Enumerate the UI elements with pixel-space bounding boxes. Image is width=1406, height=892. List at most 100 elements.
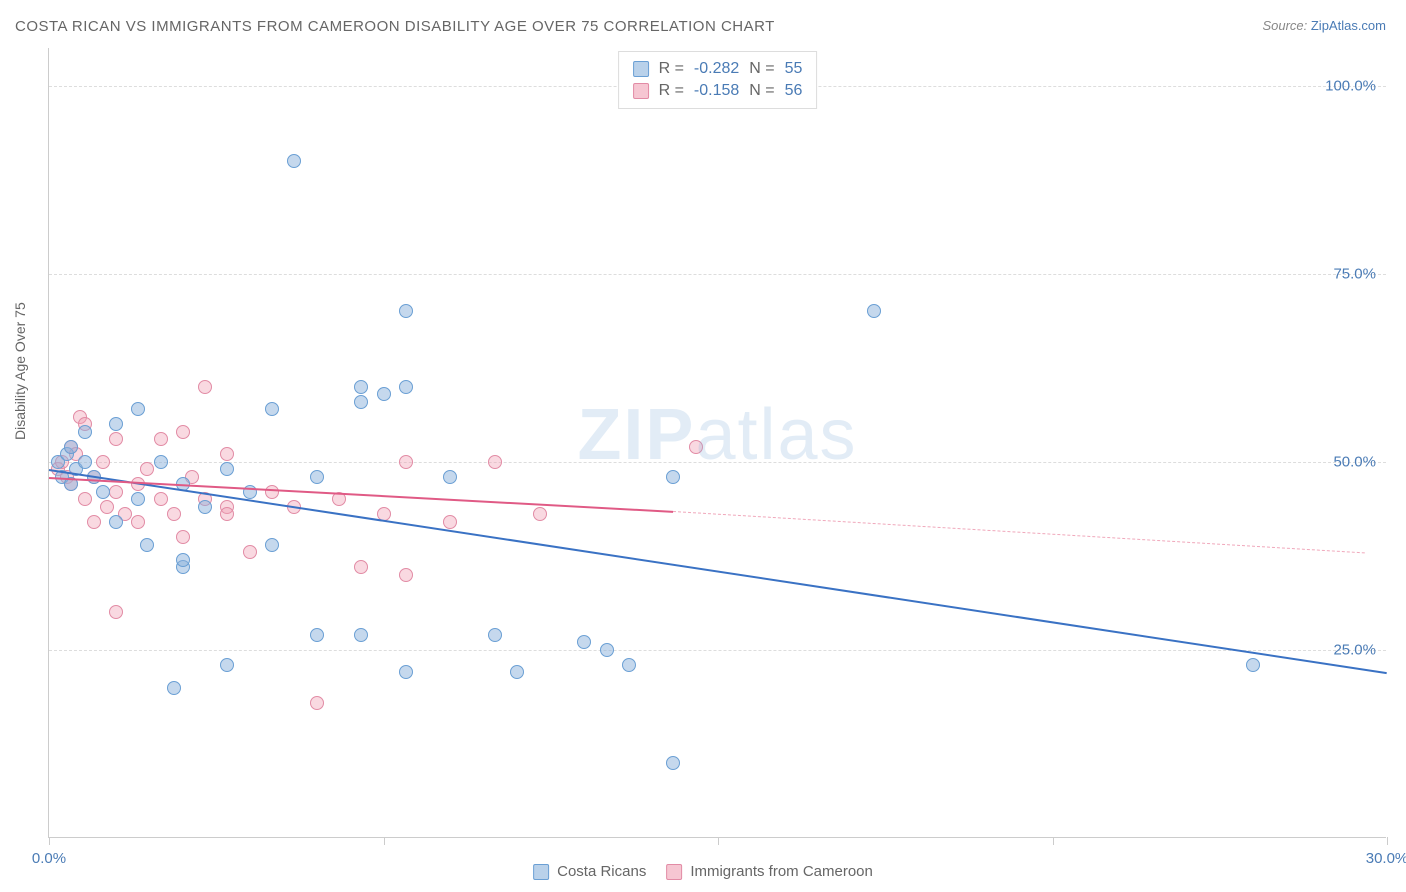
data-point [310,628,324,642]
data-point [689,440,703,454]
data-point [131,515,145,529]
data-point [140,538,154,552]
data-point [109,432,123,446]
data-point [577,635,591,649]
data-point [399,380,413,394]
y-axis-label: Disability Age Over 75 [12,302,28,440]
data-point [443,470,457,484]
stat-n-label: N = [749,60,774,78]
x-tick-label: 30.0% [1366,850,1406,867]
data-point [220,658,234,672]
data-point [100,500,114,514]
gridline [49,462,1386,463]
x-tick [718,837,719,845]
data-point [622,658,636,672]
data-point [488,628,502,642]
data-point [867,304,881,318]
bottom-legend: Costa Ricans Immigrants from Cameroon [533,863,873,880]
stats-row-pink: R = -0.158 N = 56 [633,80,803,102]
stats-legend-box: R = -0.282 N = 55 R = -0.158 N = 56 [618,51,818,109]
data-point [354,560,368,574]
data-point [220,447,234,461]
stat-r-label: R = [659,82,684,100]
data-point [176,425,190,439]
y-tick-label: 75.0% [1333,265,1376,282]
gridline [49,274,1386,275]
data-point [399,665,413,679]
chart-title: COSTA RICAN VS IMMIGRANTS FROM CAMEROON … [15,18,775,35]
legend-label-pink: Immigrants from Cameroon [690,863,873,880]
data-point [64,440,78,454]
y-tick-label: 100.0% [1325,77,1376,94]
data-point [87,515,101,529]
legend-label-blue: Costa Ricans [557,863,646,880]
data-point [265,485,279,499]
data-point [167,681,181,695]
data-point [354,395,368,409]
data-point [198,500,212,514]
data-point [220,507,234,521]
legend-swatch-pink-icon [666,864,682,880]
data-point [154,432,168,446]
stat-r-label: R = [659,60,684,78]
source-link[interactable]: ZipAtlas.com [1311,18,1386,33]
y-tick-label: 50.0% [1333,453,1376,470]
data-point [399,304,413,318]
trend-line [673,511,1364,554]
data-point [399,568,413,582]
data-point [78,425,92,439]
data-point [488,455,502,469]
data-point [109,485,123,499]
data-point [131,402,145,416]
legend-item-pink: Immigrants from Cameroon [666,863,873,880]
data-point [78,492,92,506]
stat-r-blue: -0.282 [694,60,739,78]
data-point [140,462,154,476]
data-point [354,380,368,394]
swatch-pink-icon [633,83,649,99]
gridline [49,650,1386,651]
source-label: Source: [1262,18,1310,33]
data-point [154,455,168,469]
y-tick-label: 25.0% [1333,641,1376,658]
watermark: ZIPatlas [577,393,857,475]
data-point [109,417,123,431]
data-point [109,515,123,529]
data-point [443,515,457,529]
x-tick-label: 0.0% [32,850,66,867]
stat-n-blue: 55 [785,60,803,78]
data-point [131,492,145,506]
data-point [287,154,301,168]
source-attribution: Source: ZipAtlas.com [1262,18,1386,33]
data-point [377,387,391,401]
data-point [265,538,279,552]
data-point [243,545,257,559]
data-point [176,553,190,567]
data-point [533,507,547,521]
x-tick [1053,837,1054,845]
stat-n-label: N = [749,82,774,100]
data-point [109,605,123,619]
data-point [310,696,324,710]
data-point [600,643,614,657]
legend-item-blue: Costa Ricans [533,863,646,880]
data-point [310,470,324,484]
data-point [1246,658,1260,672]
stat-n-pink: 56 [785,82,803,100]
data-point [96,455,110,469]
data-point [399,455,413,469]
swatch-blue-icon [633,61,649,77]
data-point [354,628,368,642]
data-point [265,402,279,416]
trend-line [49,469,1387,674]
data-point [666,470,680,484]
chart-plot-area: ZIPatlas R = -0.282 N = 55 R = -0.158 N … [48,48,1386,838]
data-point [198,380,212,394]
x-tick [384,837,385,845]
data-point [176,530,190,544]
legend-swatch-blue-icon [533,864,549,880]
data-point [220,462,234,476]
stats-row-blue: R = -0.282 N = 55 [633,58,803,80]
data-point [510,665,524,679]
stat-r-pink: -0.158 [694,82,739,100]
